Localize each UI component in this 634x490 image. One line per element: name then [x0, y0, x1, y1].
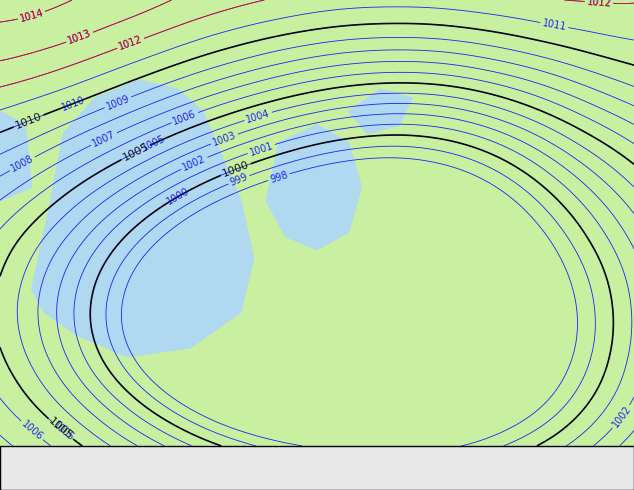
- Text: 1002: 1002: [611, 404, 633, 430]
- Text: 1010: 1010: [60, 95, 86, 113]
- Text: ©weatheronline.co.uk: ©weatheronline.co.uk: [493, 478, 628, 489]
- Text: 1008: 1008: [9, 153, 36, 174]
- Text: 998: 998: [269, 170, 289, 185]
- Text: 1005: 1005: [46, 416, 74, 442]
- Text: Th 06-06-2024 18:00 UTC (18+72): Th 06-06-2024 18:00 UTC (18+72): [395, 455, 628, 468]
- Polygon shape: [0, 112, 32, 201]
- Text: 1009: 1009: [105, 93, 131, 112]
- Text: 1006: 1006: [172, 108, 198, 126]
- Polygon shape: [32, 80, 254, 357]
- Text: 1012: 1012: [586, 0, 612, 8]
- Text: 1005: 1005: [121, 142, 150, 163]
- Text: 1000: 1000: [165, 186, 191, 207]
- Text: 1007: 1007: [91, 129, 117, 149]
- Text: Surface pressure [hPa] ECMWF: Surface pressure [hPa] ECMWF: [6, 455, 216, 468]
- Text: 1013: 1013: [67, 28, 93, 46]
- Text: 1014: 1014: [18, 7, 44, 24]
- Text: 1002: 1002: [181, 153, 207, 172]
- Text: 1014: 1014: [18, 7, 44, 24]
- Text: 1006: 1006: [19, 419, 44, 442]
- Text: 1004: 1004: [245, 108, 271, 124]
- Text: 1001: 1001: [248, 140, 275, 157]
- Text: 999: 999: [229, 172, 249, 188]
- Text: 1012: 1012: [117, 34, 144, 52]
- Text: 1011: 1011: [541, 18, 567, 32]
- Text: 1012: 1012: [117, 34, 144, 52]
- Text: 1005: 1005: [141, 134, 167, 153]
- Text: 1010: 1010: [14, 111, 43, 131]
- Polygon shape: [349, 89, 412, 134]
- Text: 1013: 1013: [67, 28, 93, 46]
- Text: 1012: 1012: [586, 0, 612, 8]
- Text: 1000: 1000: [221, 160, 250, 179]
- Polygon shape: [266, 125, 361, 250]
- Text: 1003: 1003: [211, 130, 238, 148]
- Text: 1005: 1005: [51, 420, 77, 443]
